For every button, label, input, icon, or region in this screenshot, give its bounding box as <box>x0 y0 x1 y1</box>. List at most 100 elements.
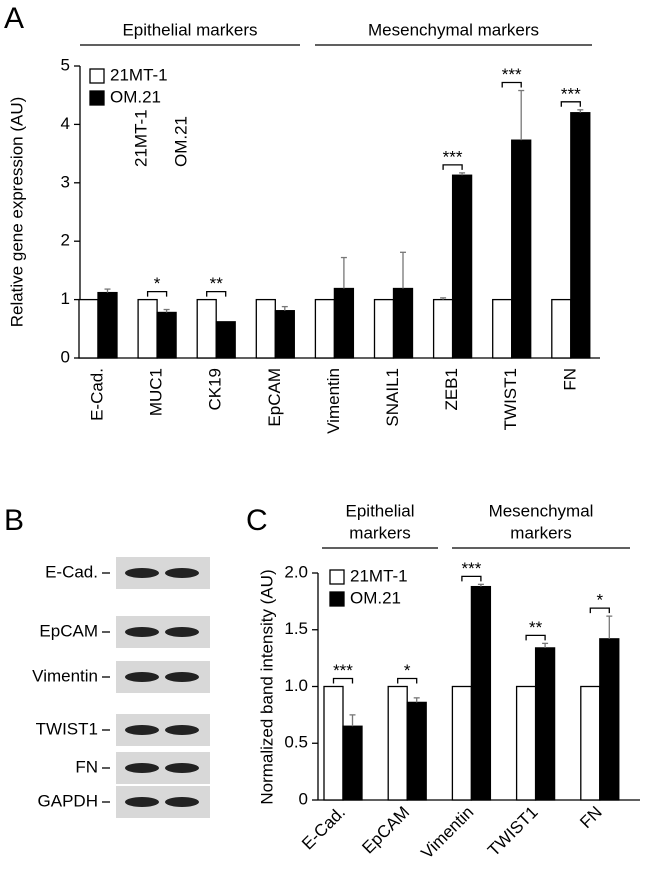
significance-bracket <box>442 164 463 170</box>
bar <box>333 287 355 359</box>
bar <box>534 647 556 801</box>
blot-row-label: GAPDH <box>38 791 98 810</box>
blot-row-label: FN <box>75 757 98 776</box>
blot-band <box>165 627 199 637</box>
significance-bracket <box>589 607 610 614</box>
significance-label: *** <box>502 65 522 84</box>
significance-bracket <box>206 290 227 297</box>
bar <box>451 174 473 359</box>
bar <box>387 685 408 801</box>
blot-column-label: OM.21 <box>171 116 190 167</box>
x-tick-label: FN <box>560 368 579 391</box>
blot-row-label: EpCAM <box>39 621 98 640</box>
significance-label: *** <box>333 661 353 680</box>
blot-band <box>125 763 159 773</box>
significance-label: ** <box>210 274 224 293</box>
legend-swatch <box>89 90 105 106</box>
bar <box>492 298 513 359</box>
bar <box>156 311 177 359</box>
group-label: markers <box>349 523 410 542</box>
y-axis-label: Relative gene expression (AU) <box>7 97 26 328</box>
significance-label: * <box>154 274 161 293</box>
x-tick-label: FN <box>576 803 605 832</box>
x-tick-label: SNAIL1 <box>383 368 402 427</box>
significance-bracket <box>332 677 354 684</box>
blot-band <box>165 568 199 578</box>
bar <box>470 585 492 801</box>
blot-band <box>165 672 199 682</box>
group-label: Mesenchymal <box>489 501 594 520</box>
group-label: Mesenchymal markers <box>368 20 539 39</box>
significance-bracket <box>461 575 482 582</box>
blot-row-label: E-Cad. <box>45 562 98 581</box>
bar <box>274 310 295 359</box>
legend-label: OM.21 <box>110 87 161 106</box>
bar <box>451 685 473 801</box>
legend-swatch <box>89 68 105 84</box>
bar <box>255 298 276 359</box>
x-tick-label: MUC1 <box>147 368 166 416</box>
bar <box>97 291 118 359</box>
y-tick-label: 1 <box>61 289 70 308</box>
x-tick-label: Vimentin <box>417 803 477 863</box>
y-tick-label: 0 <box>299 789 308 808</box>
blot-band <box>165 797 199 807</box>
legend-swatch <box>329 591 345 607</box>
y-tick-label: 4 <box>61 114 70 133</box>
x-tick-label: E-Cad. <box>87 368 106 421</box>
panel-label: A <box>4 2 24 35</box>
bar <box>196 298 217 359</box>
x-tick-label: TWIST1 <box>501 368 520 430</box>
significance-bracket <box>146 290 168 297</box>
blot-band <box>165 763 199 773</box>
significance-label: *** <box>461 559 481 578</box>
y-tick-label: 2 <box>61 231 70 250</box>
bar <box>323 685 344 801</box>
group-label: Epithelial <box>346 501 415 520</box>
bar <box>599 638 620 801</box>
blot-row-label: TWIST1 <box>36 719 98 738</box>
y-tick-label: 2.0 <box>284 562 308 581</box>
significance-bracket <box>525 634 546 641</box>
group-label: Epithelial markers <box>122 20 257 39</box>
x-tick-label: TWIST1 <box>484 803 542 861</box>
x-tick-label: E-Cad. <box>298 803 349 854</box>
bar <box>392 287 414 359</box>
blot-band <box>125 725 159 735</box>
legend-swatch <box>329 569 345 585</box>
bar <box>342 725 363 801</box>
bar <box>511 139 532 359</box>
legend-label: 21MT-1 <box>350 566 408 585</box>
significance-bracket <box>560 101 581 107</box>
y-tick-label: 3 <box>61 172 70 191</box>
bar <box>570 112 591 359</box>
significance-bracket <box>397 677 418 684</box>
blot-band <box>125 672 159 682</box>
group-label: markers <box>510 523 571 542</box>
significance-bracket <box>501 81 522 88</box>
bar <box>515 685 537 801</box>
bar <box>137 298 158 359</box>
y-tick-label: 1.5 <box>284 619 308 638</box>
bar <box>78 298 99 359</box>
blot-column-label: 21MT-1 <box>131 109 150 167</box>
bar <box>406 701 427 801</box>
bar <box>551 298 572 359</box>
bar <box>432 298 454 359</box>
x-tick-label: CK19 <box>206 368 225 411</box>
x-tick-label: EpCAM <box>265 368 284 427</box>
y-tick-label: 1.0 <box>284 676 308 695</box>
blot-band <box>125 568 159 578</box>
blot-row-label: Vimentin <box>32 666 98 685</box>
blot-band <box>165 725 199 735</box>
y-tick-label: 5 <box>61 55 70 74</box>
bar <box>215 321 236 359</box>
bar <box>373 298 395 359</box>
x-tick-label: ZEB1 <box>442 368 461 411</box>
y-axis-label: Normalized band intensity (AU) <box>257 569 276 804</box>
blot-band <box>125 627 159 637</box>
significance-label: ** <box>529 618 543 637</box>
panel-label: C <box>246 504 268 537</box>
bar <box>314 298 336 359</box>
